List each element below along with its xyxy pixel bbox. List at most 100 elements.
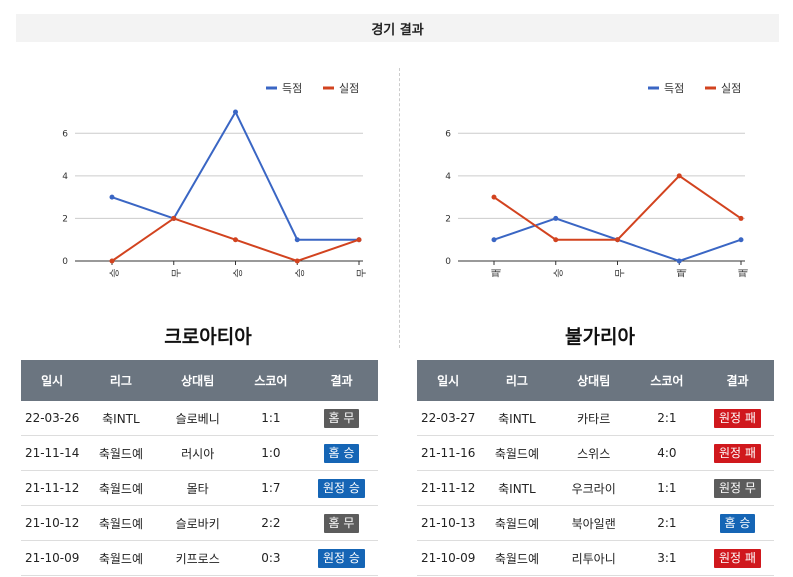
match-date: 21-10-12 <box>21 505 84 541</box>
result-badge: 원정 패 <box>714 548 761 568</box>
legend-label: 실점 <box>339 82 359 95</box>
table-header-row: 일시 리그 상대팀 스코어 결과 <box>21 360 378 401</box>
x-tick-label: 무 <box>172 268 183 277</box>
match-result-cell: 홈 승 <box>700 505 774 541</box>
table-row: 21-10-13 축월드예 북아일랜 2:1 홈 승 <box>417 505 774 541</box>
result-badge: 홈 무 <box>323 408 360 428</box>
match-score: 1:1 <box>236 401 305 436</box>
col-league: 리그 <box>479 360 555 401</box>
match-score: 2:1 <box>632 401 701 436</box>
match-opponent: 키프로스 <box>158 540 237 576</box>
match-score: 3:1 <box>632 540 701 576</box>
match-result-cell: 원정 무 <box>700 470 774 506</box>
y-tick-label: 2 <box>445 214 451 224</box>
data-point <box>553 237 559 243</box>
y-tick-label: 4 <box>62 172 68 182</box>
x-tick-label: 패 <box>676 268 688 277</box>
result-badge: 원정 무 <box>714 478 761 498</box>
match-result-cell: 원정 패 <box>700 540 774 576</box>
data-point <box>676 173 682 179</box>
col-date: 일시 <box>21 360 84 401</box>
data-point <box>491 237 497 243</box>
match-score: 1:7 <box>236 470 305 506</box>
x-tick-label: 패 <box>738 268 750 277</box>
section-title-text: 경기 결과 <box>371 22 424 38</box>
col-score: 스코어 <box>632 360 701 401</box>
match-score: 0:3 <box>236 540 305 576</box>
match-league: 축월드예 <box>479 435 555 471</box>
table-row: 21-11-12 축INTL 우크라이 1:1 원정 무 <box>417 470 774 506</box>
match-score: 1:0 <box>236 435 305 471</box>
x-tick-label: 패 <box>491 268 503 277</box>
data-point <box>294 258 300 264</box>
data-point <box>738 237 744 243</box>
x-tick-label: 무 <box>616 268 627 277</box>
y-tick-label: 2 <box>62 214 68 224</box>
match-league: 축월드예 <box>479 505 555 541</box>
chart-croatia: 0 2 4 6 승 무 승 승 무 득점 실점 <box>62 82 368 278</box>
col-score: 스코어 <box>236 360 305 401</box>
match-score: 2:2 <box>236 505 305 541</box>
match-opponent: 카타르 <box>554 401 633 436</box>
match-league: 축월드예 <box>83 540 159 576</box>
data-point <box>233 237 238 243</box>
data-point <box>294 237 300 243</box>
data-point <box>491 194 497 200</box>
y-tick-label: 4 <box>445 172 451 182</box>
section-title: 경기 결과 <box>16 14 779 42</box>
match-result-cell: 원정 승 <box>304 470 378 506</box>
result-badge: 홈 무 <box>323 513 360 533</box>
table-row: 22-03-27 축INTL 카타르 2:1 원정 패 <box>417 401 774 436</box>
col-league: 리그 <box>83 360 159 401</box>
results-table-home: 일시 리그 상대팀 스코어 결과 22-03-26 축INTL 슬로베니 1:1 홈 무… <box>21 360 378 576</box>
col-date: 일시 <box>417 360 480 401</box>
result-badge: 홈 승 <box>719 513 756 533</box>
x-tick-label: 승 <box>109 268 121 277</box>
table-row: 21-11-14 축월드예 러시아 1:0 홈 승 <box>21 435 378 471</box>
match-opponent: 리투아니 <box>554 540 633 576</box>
table-row: 21-11-12 축월드예 몰타 1:7 원정 승 <box>21 470 378 506</box>
data-point <box>109 258 115 264</box>
match-date: 22-03-26 <box>21 401 84 436</box>
match-result-cell: 원정 패 <box>700 401 774 436</box>
match-opponent: 북아일랜 <box>554 505 633 541</box>
match-league: 축월드예 <box>83 505 159 541</box>
match-opponent: 스위스 <box>554 435 633 471</box>
result-badge: 원정 패 <box>714 408 761 428</box>
x-tick-label: 승 <box>233 268 245 277</box>
y-tick-label: 6 <box>445 129 451 139</box>
table-row: 22-03-26 축INTL 슬로베니 1:1 홈 무 <box>21 401 378 436</box>
panel-divider <box>399 68 400 348</box>
match-score: 4:0 <box>632 435 701 471</box>
table-row: 21-11-16 축월드예 스위스 4:0 원정 패 <box>417 435 774 471</box>
team-name-away: 불가리아 <box>565 326 635 348</box>
match-date: 22-03-27 <box>417 401 480 436</box>
match-league: 축INTL <box>479 401 555 436</box>
chart-bulgaria: 0 2 4 6 패 승 무 패 패 득점 실점 <box>445 82 750 278</box>
data-point <box>109 194 115 200</box>
table-header-row: 일시 리그 상대팀 스코어 결과 <box>417 360 774 401</box>
match-date: 21-11-14 <box>21 435 84 471</box>
results-table-away: 일시 리그 상대팀 스코어 결과 22-03-27 축INTL 카타르 2:1 원정 패… <box>417 360 774 576</box>
match-date: 21-10-13 <box>417 505 480 541</box>
result-badge: 원정 패 <box>714 443 761 463</box>
result-badge: 원정 승 <box>318 548 365 568</box>
match-date: 21-10-09 <box>21 540 84 576</box>
match-score: 2:1 <box>632 505 701 541</box>
match-result-cell: 홈 무 <box>304 505 378 541</box>
legend-label: 득점 <box>282 82 302 95</box>
table-row: 21-10-09 축월드예 키프로스 0:3 원정 승 <box>21 540 378 576</box>
col-result: 결과 <box>700 360 774 401</box>
col-result: 결과 <box>304 360 378 401</box>
x-tick-label: 무 <box>357 268 368 277</box>
legend-label: 득점 <box>664 82 684 95</box>
result-badge: 원정 승 <box>318 478 365 498</box>
match-league: 축월드예 <box>83 470 159 506</box>
match-date: 21-10-09 <box>417 540 480 576</box>
data-point <box>676 258 682 264</box>
col-opponent: 상대팀 <box>158 360 237 401</box>
team-name-home: 크로아티아 <box>164 326 252 348</box>
match-result-cell: 원정 승 <box>304 540 378 576</box>
match-date: 21-11-12 <box>417 470 480 506</box>
match-result-cell: 원정 패 <box>700 435 774 471</box>
